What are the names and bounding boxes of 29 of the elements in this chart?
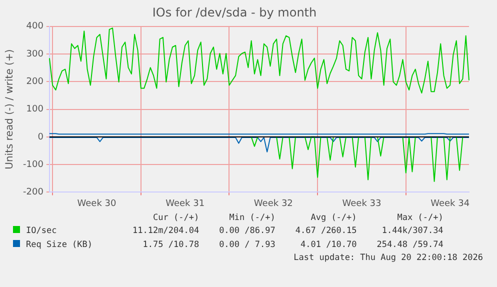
y-tick-label: -100 — [22, 160, 44, 170]
text: 4.67 /260.15 — [294, 225, 357, 238]
text: 254.48 /59.74 — [376, 239, 444, 252]
x-tick-label: Week 30 — [77, 198, 116, 209]
text: Max (-/+) — [396, 212, 444, 224]
text: Avg (-/+) — [310, 212, 357, 224]
text: 0.00 / 7.93 — [218, 239, 276, 252]
y-tick-label: -200 — [22, 188, 44, 198]
text: Last update: Thu Aug 20 22:00:18 2026 — [292, 252, 484, 264]
y-tick-label: 0 — [38, 132, 44, 142]
text: 1.44k/307.34 — [380, 225, 444, 238]
text: 11.12m/204.04 — [132, 225, 200, 238]
chart-title: IOs for /dev/sda - by month — [152, 5, 317, 20]
legend-label: IO/sec — [26, 226, 57, 236]
text: Cur (-/+) — [152, 212, 200, 224]
x-tick-label: Week 34 — [430, 198, 470, 209]
legend-label: Req Size (KB) — [26, 240, 93, 250]
text: 0.00 /86.97 — [218, 225, 276, 238]
y-tick-label: 400 — [26, 22, 44, 32]
y-axis-title: Units read (-) / write (+) — [4, 49, 16, 170]
x-tick-label: Week 31 — [166, 198, 205, 209]
text: 1.75 /10.78 — [142, 239, 200, 252]
x-tick-label: Week 32 — [254, 198, 293, 209]
text: 4.01 /10.70 — [299, 239, 357, 252]
y-tick-label: 200 — [26, 77, 44, 88]
x-tick-label: Week 33 — [342, 198, 382, 209]
y-tick-label: 100 — [26, 104, 44, 115]
y-tick-label: 300 — [26, 49, 44, 60]
text: Min (-/+) — [228, 212, 276, 224]
